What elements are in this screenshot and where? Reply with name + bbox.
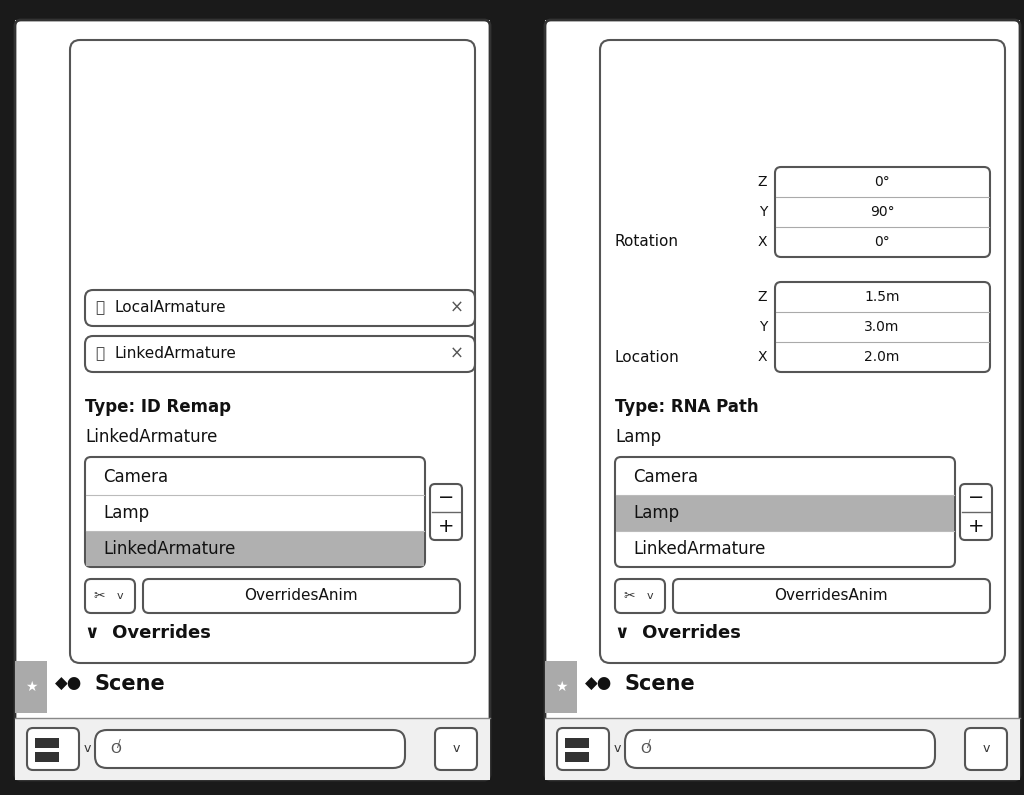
- Bar: [565, 752, 589, 762]
- Text: Location: Location: [615, 350, 680, 364]
- Text: ★: ★: [555, 680, 567, 694]
- Text: Camera: Camera: [633, 468, 698, 486]
- Text: ×: ×: [451, 299, 464, 317]
- Text: /: /: [647, 739, 650, 749]
- Text: ✂: ✂: [93, 589, 104, 603]
- Text: ×: ×: [451, 345, 464, 363]
- Text: O: O: [110, 742, 121, 756]
- Text: 90°: 90°: [869, 205, 894, 219]
- FancyBboxPatch shape: [95, 730, 406, 768]
- FancyBboxPatch shape: [27, 728, 79, 770]
- FancyBboxPatch shape: [965, 728, 1007, 770]
- Text: Y: Y: [759, 205, 767, 219]
- Text: −: −: [968, 488, 984, 507]
- Text: Z: Z: [758, 175, 767, 189]
- Text: v: v: [117, 591, 124, 601]
- Text: Lamp: Lamp: [103, 504, 150, 522]
- Text: ◆●: ◆●: [55, 675, 82, 693]
- Text: ◆●: ◆●: [585, 675, 612, 693]
- Text: Type: ID Remap: Type: ID Remap: [85, 398, 231, 416]
- FancyBboxPatch shape: [673, 579, 990, 613]
- Bar: [35, 738, 59, 748]
- Bar: [15, 718, 490, 780]
- Text: 0°: 0°: [874, 175, 890, 189]
- Text: Rotation: Rotation: [615, 235, 679, 250]
- Bar: [545, 718, 1020, 780]
- Text: Lamp: Lamp: [615, 428, 662, 446]
- Bar: [15, 661, 47, 713]
- FancyBboxPatch shape: [435, 728, 477, 770]
- Text: 3.0m: 3.0m: [864, 320, 900, 334]
- Text: LinkedArmature: LinkedArmature: [103, 540, 236, 558]
- Text: v: v: [647, 591, 653, 601]
- Bar: [565, 738, 589, 748]
- Text: v: v: [982, 743, 989, 755]
- Text: ⛹: ⛹: [95, 347, 104, 362]
- FancyBboxPatch shape: [615, 579, 665, 613]
- Text: OverridesAnim: OverridesAnim: [244, 588, 357, 603]
- FancyBboxPatch shape: [600, 40, 1005, 663]
- FancyBboxPatch shape: [961, 484, 992, 540]
- Text: OverridesAnim: OverridesAnim: [774, 588, 888, 603]
- Bar: [545, 20, 1020, 718]
- Text: Y: Y: [759, 320, 767, 334]
- FancyBboxPatch shape: [143, 579, 460, 613]
- FancyBboxPatch shape: [775, 167, 990, 257]
- FancyBboxPatch shape: [625, 730, 935, 768]
- FancyBboxPatch shape: [557, 728, 609, 770]
- Bar: [15, 20, 490, 718]
- Text: O: O: [640, 742, 651, 756]
- Text: Scene: Scene: [95, 674, 166, 694]
- Text: Scene: Scene: [625, 674, 695, 694]
- Text: X: X: [758, 235, 767, 249]
- Text: −: −: [438, 488, 455, 507]
- Text: LinkedArmature: LinkedArmature: [633, 540, 765, 558]
- Text: 0°: 0°: [874, 235, 890, 249]
- FancyBboxPatch shape: [85, 336, 475, 372]
- FancyBboxPatch shape: [775, 282, 990, 372]
- Bar: [545, 661, 577, 713]
- Text: X: X: [758, 350, 767, 364]
- Text: Camera: Camera: [103, 468, 168, 486]
- FancyBboxPatch shape: [85, 290, 475, 326]
- Text: ⛹: ⛹: [95, 301, 104, 316]
- Text: Z: Z: [758, 290, 767, 304]
- Bar: [86, 531, 424, 566]
- Text: 2.0m: 2.0m: [864, 350, 900, 364]
- Text: ∨  Overrides: ∨ Overrides: [85, 624, 211, 642]
- Text: v: v: [614, 743, 622, 755]
- Text: +: +: [968, 517, 984, 536]
- FancyBboxPatch shape: [70, 40, 475, 663]
- Bar: [35, 752, 59, 762]
- FancyBboxPatch shape: [615, 457, 955, 567]
- Text: +: +: [437, 517, 455, 536]
- Text: Lamp: Lamp: [633, 504, 679, 522]
- FancyBboxPatch shape: [85, 579, 135, 613]
- Text: ∨  Overrides: ∨ Overrides: [615, 624, 741, 642]
- Bar: [616, 495, 954, 531]
- Text: /: /: [117, 739, 121, 749]
- Text: v: v: [84, 743, 91, 755]
- Text: ✂: ✂: [623, 589, 635, 603]
- FancyBboxPatch shape: [430, 484, 462, 540]
- Text: Type: RNA Path: Type: RNA Path: [615, 398, 759, 416]
- Text: 1.5m: 1.5m: [864, 290, 900, 304]
- Text: LinkedArmature: LinkedArmature: [115, 347, 237, 362]
- Text: v: v: [453, 743, 460, 755]
- Text: ★: ★: [25, 680, 37, 694]
- Text: LocalArmature: LocalArmature: [115, 301, 226, 316]
- Text: LinkedArmature: LinkedArmature: [85, 428, 217, 446]
- FancyBboxPatch shape: [85, 457, 425, 567]
